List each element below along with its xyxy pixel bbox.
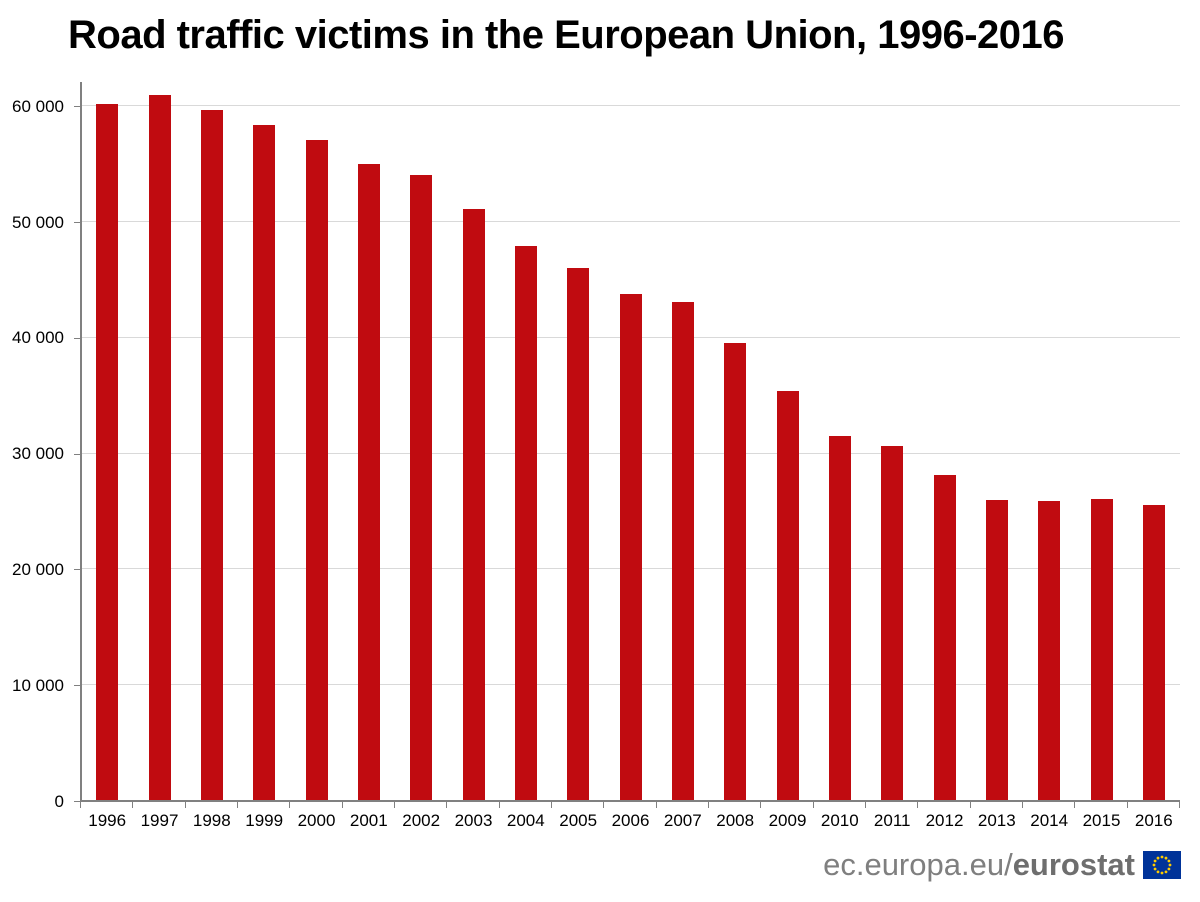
bar-2000 (305, 139, 328, 801)
x-tick-mark (1126, 802, 1128, 808)
x-tick-label: 2015 (1082, 811, 1121, 830)
gridline-60000 (81, 105, 1180, 107)
bar-2004 (514, 246, 537, 801)
x-tick-label: 2000 (297, 811, 336, 830)
x-tick-label: 1996 (88, 811, 127, 830)
x-tick-label: 2002 (402, 811, 441, 830)
gridline-50000 (81, 221, 1180, 223)
x-tick-mark (80, 802, 81, 808)
x-tick-mark (184, 802, 186, 808)
x-tick-label: 2005 (559, 811, 598, 830)
bar-1998 (200, 109, 223, 801)
x-tick-label: 1997 (140, 811, 179, 830)
x-tick-mark (394, 802, 395, 808)
bar-1999 (253, 124, 276, 801)
bar-2014 (1038, 501, 1061, 801)
x-tick-mark (708, 802, 709, 808)
x-tick-mark (498, 802, 500, 808)
x-tick-mark (603, 802, 605, 808)
y-axis (80, 82, 82, 801)
bar-2001 (357, 164, 380, 801)
bar-2008 (724, 342, 747, 801)
x-tick-mark (865, 802, 866, 808)
x-tick-label: 2007 (663, 811, 702, 830)
bar-2015 (1090, 498, 1113, 801)
y-tick-label: 60 000 (12, 96, 64, 116)
bar-2003 (462, 209, 485, 801)
y-tick-mark (74, 222, 81, 224)
y-tick-mark (74, 337, 81, 339)
bar-2010 (828, 436, 851, 801)
bar-1997 (148, 94, 171, 801)
bar-2006 (619, 293, 642, 801)
bar-1996 (96, 104, 119, 801)
y-tick-mark (74, 801, 81, 802)
x-tick-mark (655, 802, 657, 808)
bar-2016 (1142, 504, 1165, 801)
y-tick-mark (74, 453, 81, 455)
x-tick-label: 2008 (716, 811, 755, 830)
bar-2012 (933, 474, 956, 801)
footer-url: ec.europa.eu/eurostat (823, 849, 1135, 880)
bar-2002 (410, 174, 433, 801)
bar-2009 (776, 391, 799, 801)
y-tick-label: 30 000 (12, 444, 64, 464)
x-tick-mark (132, 802, 134, 808)
y-tick-mark (74, 569, 81, 571)
y-tick-mark (74, 685, 81, 687)
x-tick-mark (760, 802, 762, 808)
x-tick-mark (289, 802, 291, 808)
x-tick-mark (341, 802, 343, 808)
x-tick-label: 1999 (245, 811, 284, 830)
y-tick-mark (74, 106, 81, 108)
y-tick-label: 0 (54, 791, 64, 811)
eu-flag-icon (1143, 850, 1181, 879)
x-tick-label: 2012 (925, 811, 964, 830)
x-tick-mark (237, 802, 238, 808)
bar-2011 (881, 445, 904, 801)
x-tick-label: 2006 (611, 811, 650, 830)
y-tick-label: 10 000 (12, 675, 64, 695)
x-tick-mark (1179, 802, 1180, 808)
y-tick-label: 50 000 (12, 212, 64, 232)
x-axis (80, 800, 1180, 802)
x-tick-label: 2016 (1134, 811, 1173, 830)
x-tick-label: 2004 (506, 811, 545, 830)
x-tick-mark (1074, 802, 1076, 808)
footer-url-prefix: ec.europa.eu/ (823, 847, 1013, 882)
footer: ec.europa.eu/eurostat (823, 849, 1181, 880)
x-tick-label: 2001 (349, 811, 388, 830)
x-tick-label: 2011 (873, 811, 911, 830)
x-tick-label: 2014 (1030, 811, 1069, 830)
x-tick-label: 2013 (977, 811, 1016, 830)
x-tick-mark (917, 802, 919, 808)
bar-2007 (671, 302, 694, 801)
x-tick-mark (1022, 802, 1023, 808)
bar-2013 (985, 500, 1008, 801)
y-tick-label: 20 000 (12, 559, 64, 579)
x-tick-label: 2003 (454, 811, 493, 830)
chart-title: Road traffic victims in the European Uni… (68, 13, 1065, 57)
bar-2005 (567, 268, 590, 801)
x-tick-mark (969, 802, 971, 808)
plot-area (81, 82, 1180, 801)
x-tick-mark (446, 802, 448, 808)
x-tick-label: 1998 (192, 811, 231, 830)
x-tick-label: 2009 (768, 811, 807, 830)
y-tick-label: 40 000 (12, 328, 64, 348)
footer-brand: eurostat (1012, 847, 1135, 882)
x-tick-label: 2010 (820, 811, 859, 830)
x-tick-mark (812, 802, 814, 808)
x-tick-mark (551, 802, 552, 808)
